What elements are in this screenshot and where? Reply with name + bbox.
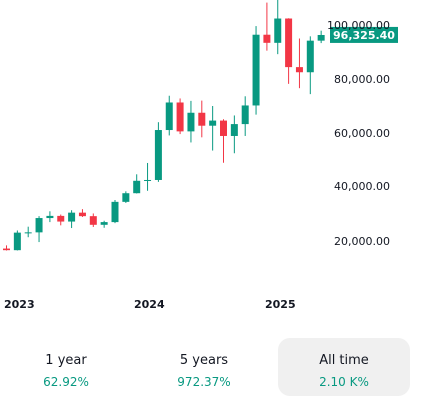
last-price-tag-bg: [330, 26, 398, 43]
candle: [209, 106, 217, 151]
candle: [100, 220, 108, 228]
x-tick-label: 2025: [265, 298, 296, 311]
candle: [241, 96, 249, 136]
candle: [13, 230, 21, 251]
candle-body: [230, 124, 238, 136]
candle: [274, 0, 282, 55]
candle: [3, 245, 10, 251]
candle-body: [89, 216, 97, 225]
candle-body: [317, 34, 325, 41]
candle: [154, 122, 162, 182]
x-tick-label: 2024: [134, 298, 165, 311]
candle-body: [274, 18, 282, 43]
candle: [306, 36, 314, 95]
last-price-label: 96,325.40: [333, 29, 395, 42]
candle: [165, 95, 173, 136]
candle-body: [3, 248, 10, 251]
candle: [263, 2, 271, 51]
candle: [133, 174, 141, 194]
candles-layer: [3, 0, 325, 251]
candle-body: [24, 232, 32, 234]
candle-body: [122, 193, 130, 202]
y-axis: 100,000.00 80,000.00 60,000.00 40,000.00…: [327, 19, 390, 248]
candle: [35, 216, 43, 243]
candle-body: [78, 212, 86, 217]
candle-body: [252, 34, 260, 106]
candle-body: [187, 112, 195, 132]
candle: [89, 213, 97, 227]
range-label: 1 year: [45, 353, 87, 368]
candle: [122, 191, 130, 203]
y-tick-label: 20,000.00: [334, 235, 390, 248]
range-all-time[interactable]: All time 2.10 K%: [278, 338, 410, 396]
candle: [317, 30, 325, 44]
x-axis: 2023 2024 2025: [4, 298, 296, 311]
candle: [198, 100, 206, 138]
candle-body: [35, 218, 43, 233]
candle-body: [144, 179, 152, 181]
candle-body: [100, 222, 108, 225]
candle: [24, 226, 32, 238]
candle-body: [295, 67, 303, 73]
candle: [144, 162, 152, 191]
candle: [176, 98, 184, 135]
candlestick-chart[interactable]: 96,325.40 100,000.00 80,000.00 60,000.00…: [0, 0, 423, 330]
candle-body: [220, 120, 227, 136]
range-change: 62.92%: [43, 375, 89, 389]
candle: [285, 18, 293, 84]
y-tick-label: 40,000.00: [334, 180, 390, 193]
candle-body: [263, 34, 271, 43]
range-label: All time: [319, 353, 369, 368]
candle: [78, 209, 86, 217]
candle: [295, 38, 303, 89]
candle: [57, 214, 65, 226]
candle-body: [165, 102, 173, 131]
candle: [46, 211, 54, 223]
candle: [230, 115, 238, 154]
candle-body: [57, 215, 65, 222]
range-1-year[interactable]: 1 year 62.92%: [0, 338, 132, 396]
candle-body: [285, 18, 293, 68]
candle-body: [46, 215, 54, 219]
candle-body: [198, 112, 206, 126]
candle: [187, 100, 195, 143]
candle: [220, 119, 227, 163]
candle: [111, 199, 119, 224]
candle-body: [209, 120, 217, 126]
range-change: 972.37%: [177, 375, 231, 389]
range-change: 2.10 K%: [319, 375, 369, 389]
candle-body: [111, 201, 119, 223]
candle-body: [306, 40, 314, 73]
candle-body: [133, 180, 141, 194]
candle-body: [68, 212, 76, 222]
y-tick-label: 100,000.00: [327, 19, 390, 32]
candle: [68, 210, 76, 229]
y-tick-label: 60,000.00: [334, 127, 390, 140]
candle-body: [13, 232, 21, 251]
range-label: 5 years: [179, 353, 229, 368]
last-price-tag: 96,325.40: [330, 26, 398, 43]
candle: [252, 26, 260, 115]
candle-body: [241, 105, 249, 125]
y-tick-label: 80,000.00: [334, 73, 390, 86]
x-tick-label: 2023: [4, 298, 35, 311]
range-5-years[interactable]: 5 years 972.37%: [138, 338, 270, 396]
candle-body: [176, 102, 184, 132]
candle-body: [154, 130, 162, 180]
range-selector: 1 year 62.92% 5 years 972.37% All time 2…: [0, 338, 423, 398]
